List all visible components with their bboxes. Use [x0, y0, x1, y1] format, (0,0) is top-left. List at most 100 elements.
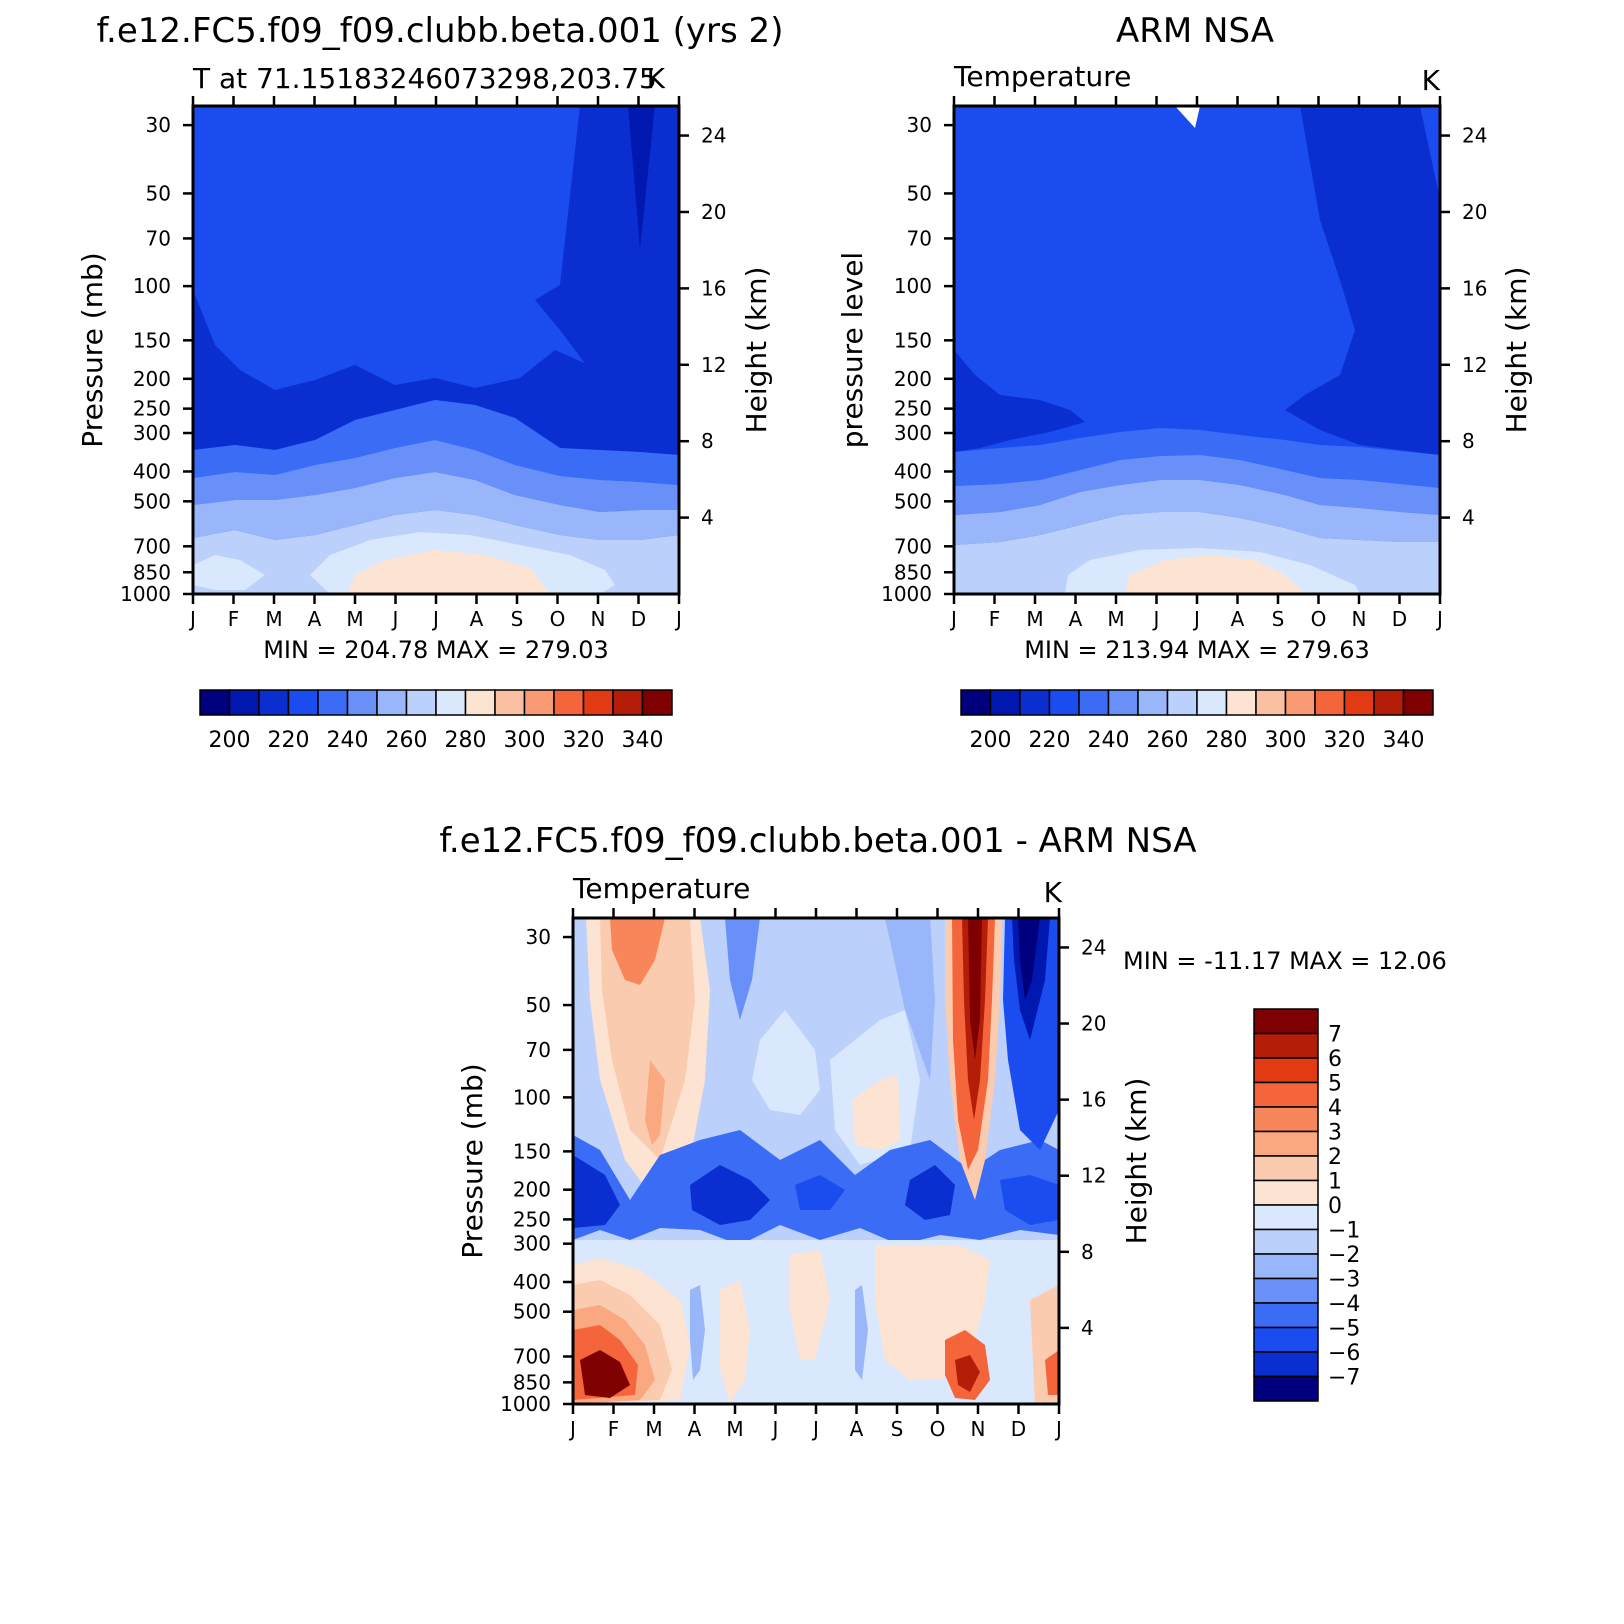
y-axis-label: Pressure (mb): [456, 1063, 489, 1258]
y-tick-label: 30: [526, 925, 551, 949]
x-tick-label: O: [930, 1417, 946, 1441]
diff-colorbar-swatch: [1253, 1032, 1319, 1059]
diff-colorbar-swatch: [1253, 1375, 1319, 1402]
colorbar-swatch: [1166, 689, 1198, 716]
x-tick-label: J: [1054, 1417, 1062, 1441]
diff-colorbar-swatch: [1253, 1253, 1319, 1280]
model-region-coldest: [628, 106, 655, 250]
y2-tick-label: 4: [701, 506, 714, 530]
y-tick-label: 300: [513, 1232, 551, 1256]
y-tick-label: 100: [894, 274, 932, 298]
obs-missing-patch: [1175, 106, 1200, 128]
x-tick-label: J: [188, 607, 196, 631]
diff-colorbar-tick-label: −7: [1328, 1366, 1360, 1391]
colorbar-tick-label: 340: [1383, 728, 1425, 753]
model-contour-field: [193, 106, 679, 594]
x-tick-label: A: [1069, 607, 1083, 631]
colorbar-tick-label: 200: [970, 728, 1012, 753]
y-tick-label: 30: [146, 113, 171, 137]
colorbar-swatch: [1019, 689, 1051, 716]
y2-tick-label: 24: [1081, 935, 1106, 959]
diff-contour-field: [573, 918, 1059, 1404]
y2-tick-label: 12: [701, 353, 726, 377]
diff-colorbar-swatch: [1253, 1008, 1319, 1035]
x-tick-label: J: [949, 607, 957, 631]
y-tick-label: 250: [894, 397, 932, 421]
y-tick-label: 50: [526, 993, 551, 1017]
x-tick-label: J: [1435, 607, 1443, 631]
x-tick-label: D: [1011, 1417, 1026, 1441]
y-tick-label: 200: [513, 1178, 551, 1202]
x-tick-label: J: [1152, 607, 1160, 631]
y-tick-label: 30: [907, 113, 932, 137]
y-axis-label: pressure level: [836, 252, 869, 448]
x-tick-label: N: [1352, 607, 1367, 631]
y-tick-label: 1000: [120, 582, 171, 606]
y-tick-label: 400: [133, 459, 171, 483]
diff-region-lower-warm-jan-core: [1045, 1350, 1059, 1395]
colorbar-tick-label: 260: [1147, 728, 1189, 753]
obs-subtitle: Temperature: [953, 60, 1131, 93]
colorbar-swatch: [464, 689, 496, 716]
diff-colorbar-tick-label: 3: [1328, 1121, 1342, 1146]
diff-colorbar-tick-label: 5: [1328, 1072, 1342, 1097]
y2-axis-label: Height (km): [1500, 267, 1533, 434]
diff-region-cool-apr: [725, 918, 760, 1020]
y2-tick-label: 24: [1462, 124, 1487, 148]
x-tick-label: S: [511, 607, 524, 631]
colorbar-swatch: [1048, 689, 1080, 716]
obs-region-250: [954, 455, 1440, 515]
y-tick-label: 500: [513, 1300, 551, 1324]
colorbar-tick-label: 280: [1206, 728, 1248, 753]
x-tick-label: O: [550, 607, 566, 631]
y-tick-label: 150: [513, 1139, 551, 1163]
colorbar-tick-label: 260: [386, 728, 428, 753]
colorbar-tick-label: 240: [327, 728, 369, 753]
diff-colorbar-tick-label: −3: [1328, 1268, 1360, 1293]
x-tick-label: M: [1026, 607, 1043, 631]
colorbar-swatch: [989, 689, 1021, 716]
y-tick-label: 1000: [881, 582, 932, 606]
diff-colorbar-tick-label: −5: [1328, 1317, 1360, 1342]
x-tick-label: A: [308, 607, 322, 631]
colorbar-tick-label: 240: [1088, 728, 1130, 753]
diff-region-nov-plume-core: [968, 918, 982, 1060]
y-tick-label: 70: [526, 1038, 551, 1062]
obs-region-tropopause-west: [954, 350, 1085, 452]
y-tick-label: 100: [133, 274, 171, 298]
diff-region-cool-sep: [885, 918, 935, 1080]
diff-colorbar-tick-label: 4: [1328, 1096, 1342, 1121]
x-tick-label: F: [228, 607, 240, 631]
colorbar-swatch: [376, 689, 408, 716]
diff-region-cold-core-1: [573, 1155, 620, 1228]
diff-axes: J F M A M J J A S O N D J305070100150200250300400500…: [456, 908, 1153, 1441]
colorbar-swatch: [553, 689, 585, 716]
x-tick-label: N: [971, 1417, 986, 1441]
diff-region-warm-small: [852, 1075, 900, 1150]
x-tick-label: A: [850, 1417, 864, 1441]
colorbar-swatch: [1314, 689, 1346, 716]
colorbar-swatch: [1373, 689, 1405, 716]
y-tick-label: 70: [146, 226, 171, 250]
y-tick-label: 700: [894, 534, 932, 558]
y-tick-label: 700: [513, 1345, 551, 1369]
colorbar-tick-label: 200: [209, 728, 251, 753]
diff-region-warm-upper-3: [610, 918, 665, 985]
x-tick-label: M: [346, 607, 363, 631]
y-tick-label: 50: [146, 181, 171, 205]
x-tick-label: J: [431, 607, 439, 631]
x-tick-label: A: [470, 607, 484, 631]
colorbar-tick-label: 320: [1324, 728, 1366, 753]
model-axes: J F M A M J J A S O N D J305070100150200250300400500…: [76, 96, 773, 631]
model-region-240: [193, 400, 679, 485]
y2-tick-label: 20: [701, 200, 726, 224]
colorbar-swatch: [435, 689, 467, 716]
x-tick-label: N: [591, 607, 606, 631]
colorbar-swatch: [494, 689, 526, 716]
diff-colorbar-swatch: [1253, 1302, 1319, 1329]
y-tick-label: 200: [894, 367, 932, 391]
colorbar-tick-label: 340: [622, 728, 664, 753]
diff-colorbar-swatch: [1253, 1130, 1319, 1157]
diff-title: f.e12.FC5.f09_f09.clubb.beta.001 - ARM N…: [439, 821, 1196, 861]
